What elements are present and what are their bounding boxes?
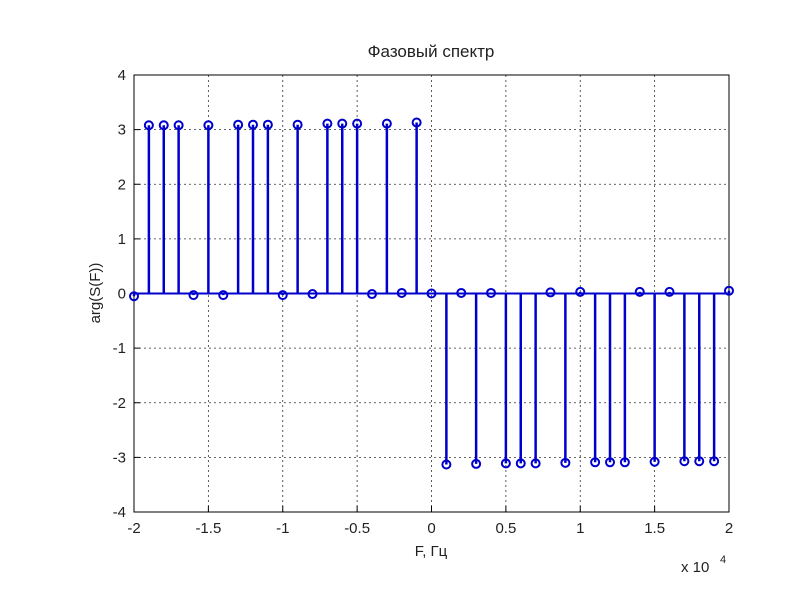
stem-marker <box>634 286 645 297</box>
stem-marker <box>530 458 541 469</box>
stem-marker <box>158 120 169 131</box>
x-tick-label: -0.5 <box>344 520 370 537</box>
stem-marker <box>203 120 214 131</box>
stem-marker <box>679 456 690 467</box>
stem-marker <box>129 291 139 302</box>
stem-marker <box>590 457 601 468</box>
stem-marker <box>724 285 734 296</box>
stem-marker <box>471 458 482 469</box>
y-tick-label: -4 <box>113 504 126 521</box>
stem-marker <box>248 119 258 130</box>
x-tick-label: 1.5 <box>644 520 665 537</box>
stem-marker <box>322 118 333 129</box>
stem-marker <box>218 290 229 301</box>
stem-marker <box>515 458 526 469</box>
stem-marker <box>233 119 244 130</box>
stem-marker <box>411 117 422 128</box>
y-tick-label: 3 <box>118 122 126 139</box>
stem-marker <box>352 118 363 129</box>
stem-marker <box>307 289 318 300</box>
stem-marker <box>560 457 571 468</box>
y-tick-label: 0 <box>118 286 126 303</box>
y-tick-label: 2 <box>118 176 126 193</box>
x-tick-label: 0.5 <box>495 520 516 537</box>
x-tick-label: -1.5 <box>195 520 221 537</box>
stem-marker <box>441 459 452 470</box>
x-tick-label: 2 <box>725 520 733 537</box>
y-tick-label: -3 <box>113 449 126 466</box>
x-tick-label: -2 <box>127 520 140 537</box>
stem-marker <box>143 120 154 131</box>
chart-title: Фазовый спектр <box>368 42 495 61</box>
y-tick-label: -1 <box>113 340 126 357</box>
x-tick-label: 0 <box>427 520 435 537</box>
x-tick-label: 1 <box>576 520 584 537</box>
stem-marker <box>545 287 556 298</box>
y-tick-label: -2 <box>113 395 126 412</box>
stem-marker <box>605 457 615 468</box>
stem-marker <box>337 118 348 129</box>
stem-marker <box>664 286 675 297</box>
stem-marker <box>188 290 199 301</box>
stem-marker <box>694 456 705 467</box>
y-tick-label: 4 <box>118 67 126 84</box>
stem-marker <box>292 119 303 130</box>
stem-marker <box>456 287 467 298</box>
stem-marker <box>396 287 407 298</box>
stem-marker <box>367 289 377 300</box>
y-tick-label: 1 <box>118 231 126 248</box>
stem-marker <box>575 286 586 297</box>
stem-marker <box>381 118 392 129</box>
x-tick-label: -1 <box>276 520 289 537</box>
stem-marker <box>709 456 720 467</box>
x-multiplier-exponent: 4 <box>720 554 726 566</box>
x-multiplier: x 10 <box>681 559 709 576</box>
stem-marker <box>649 456 660 467</box>
stem-marker <box>173 120 184 131</box>
y-axis-label: arg(S(F)) <box>87 263 104 324</box>
stem-marker <box>500 458 511 469</box>
stem-marker <box>277 290 288 301</box>
stem-marker <box>426 288 437 299</box>
stem-marker <box>619 457 630 468</box>
stem-marker <box>262 119 273 130</box>
stem-marker <box>486 287 496 298</box>
x-axis-label: F, Гц <box>415 543 448 560</box>
